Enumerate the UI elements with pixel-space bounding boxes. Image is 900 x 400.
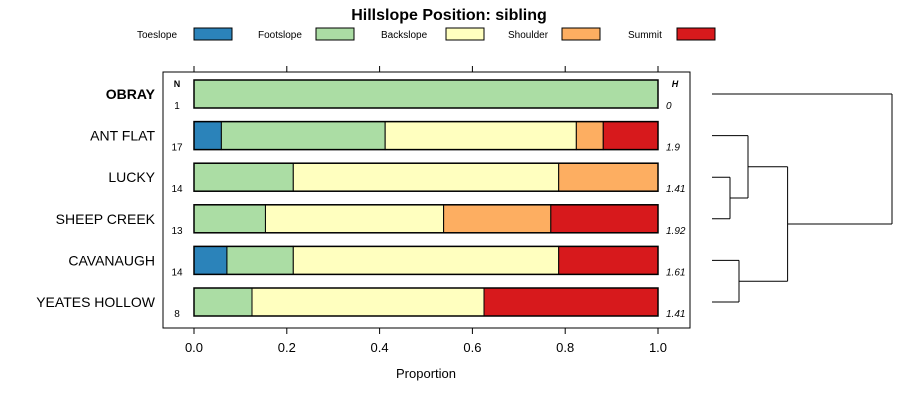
bar-obray-footslope <box>193 79 659 109</box>
row-h: 1.9 <box>666 143 680 154</box>
bar-cavanaugh-backslope <box>292 245 560 275</box>
legend: Toeslope Footslope Backslope Shoulder Summit <box>137 27 716 41</box>
legend-label-footslope: Footslope <box>258 30 302 41</box>
row-n: 14 <box>171 184 183 195</box>
row-label: OBRAY <box>106 86 156 102</box>
legend-swatch-shoulder <box>561 27 601 41</box>
bar-ant-flat-backslope <box>384 121 577 151</box>
bar-sheep-creek-footslope <box>193 204 266 234</box>
row-label: CAVANAUGH <box>68 252 155 268</box>
x-tick-label: 0.6 <box>463 340 481 355</box>
row-label: YEATES HOLLOW <box>36 294 156 310</box>
x-tick-label: 0.0 <box>185 340 203 355</box>
row-label: ANT FLAT <box>90 128 155 144</box>
n-header: N <box>174 79 181 89</box>
legend-swatch-backslope <box>445 27 485 41</box>
legend-label-toeslope: Toeslope <box>137 30 177 41</box>
bar-outline-cavanaugh <box>193 245 659 276</box>
legend-swatch-footslope <box>315 27 355 41</box>
bar-cavanaugh-footslope <box>226 245 294 275</box>
bar-sheep-creek-backslope <box>264 204 445 234</box>
legend-label-backslope: Backslope <box>381 30 428 41</box>
x-tick-label: 1.0 <box>649 340 667 355</box>
row-n: 8 <box>174 309 180 320</box>
chart-title: Hillslope Position: sibling <box>351 7 547 24</box>
row-label: SHEEP CREEK <box>56 211 156 227</box>
bar-outline-obray <box>193 79 659 109</box>
bar-yeates-hollow-backslope <box>251 287 485 317</box>
bar-outline-ant-flat <box>193 120 659 151</box>
row-label: LUCKY <box>108 169 155 185</box>
row-h: 1.41 <box>666 184 685 195</box>
row-h: 1.41 <box>666 309 685 320</box>
h-header: H <box>672 79 679 89</box>
row-n: 1 <box>174 101 180 112</box>
x-tick-label: 0.4 <box>371 340 389 355</box>
bar-outline-sheep-creek <box>193 204 659 234</box>
x-tick-label: 0.2 <box>278 340 296 355</box>
legend-swatch-summit <box>676 27 716 41</box>
bar-ant-flat-shoulder <box>575 121 604 151</box>
bar-outline-lucky <box>193 162 659 192</box>
bar-ant-flat-summit <box>602 121 659 151</box>
bar-lucky-footslope <box>193 162 294 192</box>
dendrogram <box>712 93 893 303</box>
row-n: 13 <box>171 226 183 237</box>
plot-area: 0.0 0.2 0.4 0.6 0.8 1.0 N H OBRAY 1 0 ANT FLAT 17 1.9… <box>36 66 691 355</box>
legend-swatch-toeslope <box>193 27 233 41</box>
bar-yeates-hollow-footslope <box>193 287 253 317</box>
bar-outline-yeates-hollow <box>193 287 659 317</box>
x-tick-label: 0.8 <box>556 340 574 355</box>
bar-cavanaugh-summit <box>558 245 659 275</box>
bar-yeates-hollow-summit <box>483 287 659 317</box>
row-n: 14 <box>171 267 183 278</box>
legend-label-summit: Summit <box>628 30 662 41</box>
bar-sheep-creek-summit <box>550 204 659 234</box>
bar-sheep-creek-shoulder <box>443 204 552 234</box>
bar-lucky-shoulder <box>558 162 659 192</box>
bar-ant-flat-toeslope <box>193 121 222 151</box>
bar-cavanaugh-toeslope <box>193 245 228 275</box>
row-h: 1.92 <box>666 226 686 237</box>
legend-label-shoulder: Shoulder <box>508 30 549 41</box>
row-n: 17 <box>171 143 183 154</box>
bar-lucky-backslope <box>292 162 560 192</box>
bar-ant-flat-footslope <box>220 121 386 151</box>
x-axis-label: Proportion <box>396 366 456 381</box>
row-h: 1.61 <box>666 267 685 278</box>
row-h: 0 <box>666 101 672 112</box>
plot-frame <box>162 71 691 329</box>
